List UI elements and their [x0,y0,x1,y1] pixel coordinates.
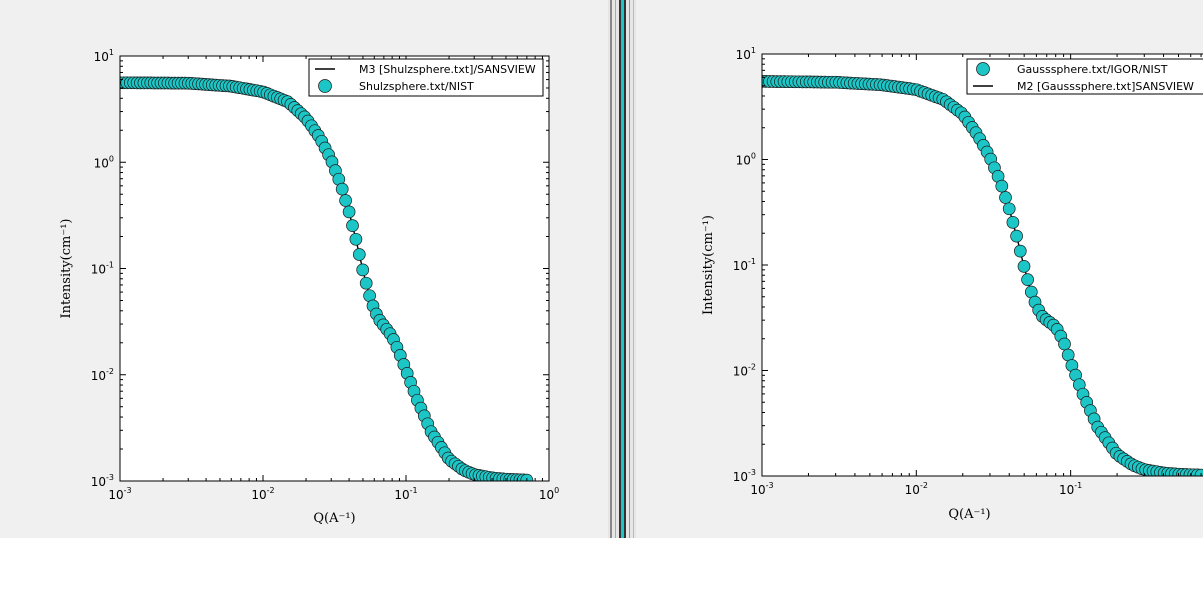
data-point [349,232,363,246]
legend-label: M3 [Shulzsphere.txt]/SANSVIEW [359,63,536,76]
data-point [1017,260,1031,273]
data-point [352,248,366,261]
x-tick-label: 10-2 [905,481,928,497]
data-point [1002,202,1016,216]
data-point [356,263,370,277]
y-tick-label: 100 [736,152,756,168]
data-point [995,179,1009,193]
data-point [1021,273,1034,286]
plot-data [120,76,534,481]
data-point [1006,216,1020,229]
legend-marker-swatch [318,79,332,93]
data-point [342,205,356,219]
y-tick-label: 10-1 [91,261,114,277]
data-point [1058,337,1071,351]
data-point [1013,244,1027,258]
y-tick-label: 10-3 [91,473,114,489]
y-tick-label: 101 [94,48,114,64]
legend-label: Shulzsphere.txt/NIST [359,80,474,93]
legend-label: M2 [Gausssphere.txt]SANSVIEW [1017,80,1194,93]
data-point [335,182,349,196]
y-tick-label: 10-1 [733,257,756,273]
y-tick-label: 10-2 [733,363,756,379]
data-point [339,194,352,207]
y-axis-label: Intensity(cm⁻¹) [701,215,716,315]
legend: Gausssphere.txt/IGOR/NIST M2 [Gausssphere… [966,58,1203,95]
data-point [359,276,373,290]
plot-data [762,75,1203,476]
legend-box [966,58,1203,95]
y-tick-label: 10-2 [91,367,114,383]
plot-area [120,56,549,481]
chart-2: 10-3 10-2 10-1 10-3 10-2 10-1 100 101 Q(A⁻¹) Inte… [701,46,1203,522]
legend-marker-swatch [976,62,990,76]
legend-box [308,58,544,97]
x-tick-label: 10-1 [394,486,417,502]
data-point [999,191,1012,204]
chart-1: 10-3 10-2 10-1 100 10-3 10-2 10-1 100 101 Q(A⁻¹) I… [59,48,559,526]
legend: M3 [Shulzsphere.txt]/SANSVIEW Shulzsphere… [308,58,544,97]
x-tick-label: 100 [539,486,559,502]
tick-marks [761,53,1202,477]
x-tick-label: 10-3 [108,486,131,502]
data-point [346,219,359,232]
x-tick-label: 10-2 [251,486,274,502]
y-tick-label: 100 [94,154,114,170]
x-tick-label: 10-1 [1059,481,1082,497]
y-axis-label: Intensity(cm⁻¹) [59,218,74,318]
splitter-graphic [610,0,634,538]
y-tick-label: 101 [736,46,756,62]
y-tick-label: 10-3 [733,468,756,484]
x-tick-label: 10-3 [750,481,773,497]
data-point [1010,229,1023,243]
plot-area [762,54,1203,476]
panel-splitter[interactable] [608,0,636,538]
legend-label: Gausssphere.txt/IGOR/NIST [1017,63,1168,76]
data-point [520,473,534,481]
x-axis-label: Q(A⁻¹) [313,511,355,526]
x-axis-label: Q(A⁻¹) [948,507,990,522]
